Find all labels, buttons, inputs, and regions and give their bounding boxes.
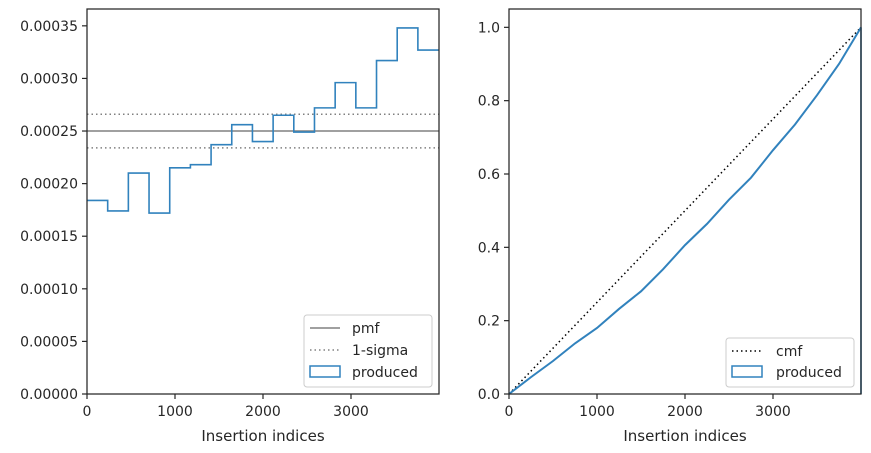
right-legend-box bbox=[725, 337, 855, 388]
right-y-tick-label: 0.6 bbox=[478, 167, 500, 183]
right-x-tick-label: 1000 bbox=[579, 404, 615, 420]
legend-produced-swatch-right bbox=[731, 365, 763, 378]
produced-histogram-step bbox=[87, 27, 439, 214]
produced-cumulative-line bbox=[508, 26, 862, 395]
legend-produced-label: produced bbox=[352, 365, 418, 381]
legend-sigma-label: 1-sigma bbox=[352, 343, 408, 359]
left-chart: 0 1000 2000 3000 0.000000.000050.000100.000… bbox=[20, 8, 440, 445]
right-legend: cmf produced bbox=[725, 337, 855, 388]
legend-cmf-label: cmf bbox=[776, 344, 803, 360]
cmf-line bbox=[508, 26, 862, 395]
left-x-ticks: 0 1000 2000 3000 bbox=[83, 394, 369, 420]
right-chart: 0 1000 2000 3000 0.0 0.2 0.4 0.6 0.8 1.0 Inserti… bbox=[478, 8, 862, 445]
left-y-tick-label: 0.00015 bbox=[20, 229, 78, 245]
left-x-tick-label: 3000 bbox=[333, 404, 369, 420]
left-y-tick-label: 0.00025 bbox=[20, 124, 78, 140]
right-y-tick-label: 0.0 bbox=[478, 387, 500, 403]
left-plot-area bbox=[87, 27, 439, 214]
right-axes-frame bbox=[508, 8, 862, 395]
right-x-tick-label: 3000 bbox=[755, 404, 791, 420]
legend-pmf-label: pmf bbox=[352, 321, 381, 337]
left-y-tick-label: 0.00020 bbox=[20, 177, 78, 193]
left-y-tick-label: 0.00030 bbox=[20, 71, 78, 87]
left-y-tick-label: 0.00010 bbox=[20, 282, 78, 298]
right-x-tick-label: 0 bbox=[505, 404, 514, 420]
left-y-ticks: 0.00000 0.00005 0.00010 0.00015 0.00020 0.000… bbox=[20, 19, 87, 403]
right-y-tick-label: 0.8 bbox=[478, 94, 500, 110]
left-legend: pmf 1-sigma produced bbox=[303, 314, 433, 388]
left-x-axis-label: Insertion indices bbox=[201, 427, 324, 445]
legend-produced-swatch bbox=[309, 365, 341, 378]
right-y-tick-label: 1.0 bbox=[478, 20, 500, 36]
left-x-tick-label: 1000 bbox=[157, 404, 193, 420]
legend-produced-label-right: produced bbox=[776, 365, 842, 381]
left-legend-box bbox=[303, 314, 433, 388]
left-y-tick-label: 0.00035 bbox=[20, 19, 78, 35]
right-y-tick-label: 0.2 bbox=[478, 314, 500, 330]
left-x-tick-label: 0 bbox=[83, 404, 92, 420]
right-x-tick-label: 2000 bbox=[667, 404, 703, 420]
left-y-tick-label: 0.00000 bbox=[20, 387, 78, 403]
left-y-tick-label: 0.00005 bbox=[20, 334, 78, 350]
right-y-tick-label: 0.4 bbox=[478, 240, 500, 256]
right-y-ticks: 0.0 0.2 0.4 0.6 0.8 1.0 bbox=[478, 20, 509, 403]
right-x-axis-label: Insertion indices bbox=[623, 427, 746, 445]
left-x-tick-label: 2000 bbox=[245, 404, 281, 420]
right-x-ticks: 0 1000 2000 3000 bbox=[505, 394, 791, 420]
